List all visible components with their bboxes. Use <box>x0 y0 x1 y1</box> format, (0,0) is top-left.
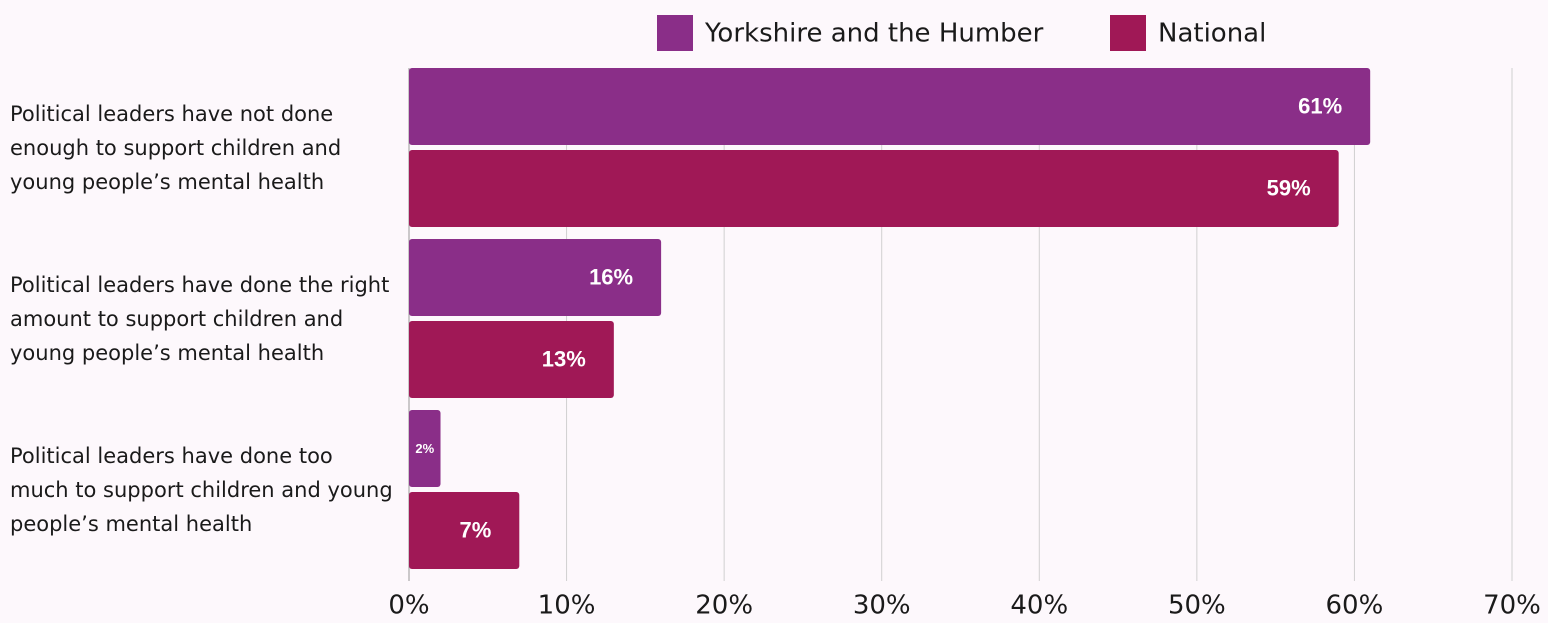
data-label: 7% <box>460 517 492 542</box>
data-label: 59% <box>1267 175 1311 200</box>
legend-label: National <box>1158 19 1266 49</box>
data-label: 61% <box>1298 93 1342 118</box>
legend-swatch <box>1110 15 1146 51</box>
x-tick-label: 10% <box>538 591 596 621</box>
x-tick-label: 50% <box>1168 591 1226 621</box>
x-tick-label: 40% <box>1010 591 1068 621</box>
bar <box>409 150 1339 227</box>
x-tick-label: 60% <box>1326 591 1384 621</box>
data-label: 2% <box>415 441 434 456</box>
category-label: Political leaders have done the right am… <box>10 272 390 365</box>
category-label: Political leaders have done too much to … <box>10 443 393 536</box>
bar <box>409 68 1371 145</box>
x-tick-label: 0% <box>388 591 429 621</box>
bar <box>409 239 662 316</box>
x-tick-label: 70% <box>1483 591 1541 621</box>
category-label: Political leaders have not done enough t… <box>10 101 342 194</box>
x-tick-label: 20% <box>695 591 753 621</box>
bar <box>409 321 614 398</box>
data-label: 13% <box>542 346 586 371</box>
x-tick-label: 30% <box>853 591 911 621</box>
bar <box>409 492 520 569</box>
legend-label: Yorkshire and the Humber <box>704 19 1044 49</box>
bar <box>409 410 441 487</box>
legend-swatch <box>657 15 693 51</box>
data-label: 16% <box>589 264 633 289</box>
